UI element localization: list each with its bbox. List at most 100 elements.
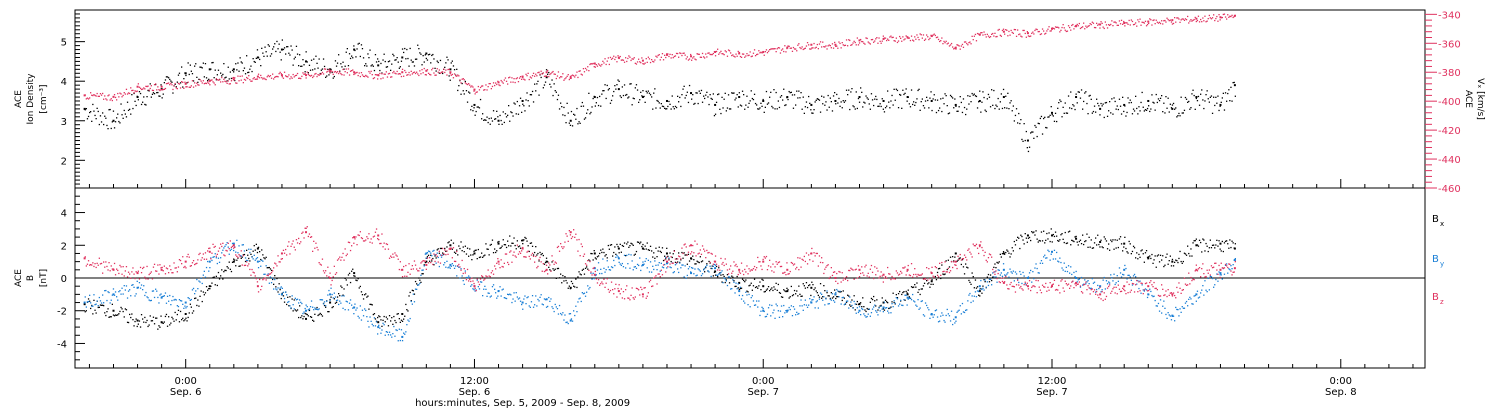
by-sample [384,324,385,325]
ion-density-sample [380,63,381,64]
vx-sample [574,76,575,77]
vx-sample [1153,19,1154,20]
by-sample [1097,285,1098,286]
bx-sample [805,288,806,289]
bx-sample [546,258,547,259]
bx-sample [1142,249,1143,250]
bx-sample [96,312,97,313]
ion-density-sample [116,117,117,118]
by-sample [281,286,282,287]
bx-sample [164,321,165,322]
vx-sample [1164,20,1165,21]
vx-sample [313,76,314,77]
bx-sample [128,322,129,323]
vx-point [690,55,692,57]
bx-sample [307,314,308,315]
ion-density-sample [595,105,596,106]
ion-density-sample [777,108,778,109]
ion-density-sample [246,55,247,56]
ion-density-sample [1017,122,1018,123]
ion-density-sample [970,101,971,102]
ion-density-sample [163,94,164,95]
bx-sample [156,318,157,319]
vx-sample [1209,15,1210,16]
ion-density-sample [1151,94,1152,95]
vx-sample [944,42,945,43]
by-sample [465,270,466,271]
bx-sample [1052,241,1053,242]
bx-sample [163,323,164,324]
bx-sample [770,289,771,290]
by-sample [306,305,307,306]
ion-density-sample [238,71,239,72]
bx-sample [724,276,725,277]
vx-sample [699,54,700,55]
by-sample [143,285,144,286]
bz-sample [212,244,213,245]
bx-sample [489,254,490,255]
bx-sample [503,239,504,240]
ion-density-sample [756,104,757,105]
vx-sample [322,72,323,73]
by-sample [949,315,950,316]
vx-sample [681,55,682,56]
bx-sample [372,304,373,305]
by-sample [351,305,352,306]
ion-density-sample [1026,131,1027,132]
by-sample [333,297,334,298]
by-sample [591,279,592,280]
ion-density-sample [505,113,506,114]
vx-sample [533,73,534,74]
bz-sample [184,266,185,267]
by-sample [717,275,718,276]
by-sample [1052,251,1053,252]
ion-density-sample [755,103,756,104]
bz-sample [299,243,300,244]
ion-density-sample [1197,100,1198,101]
by-sample [247,260,248,261]
ion-density-sample [865,95,866,96]
bx-sample [535,246,536,247]
bz-sample [144,277,145,278]
vx-sample [737,56,738,57]
by-sample [199,281,200,282]
by-sample [1174,320,1175,321]
ion-density-sample [981,102,982,103]
by-sample [821,294,822,295]
by-sample [144,295,145,296]
bx-sample [349,273,350,274]
by-sample [601,273,602,274]
vx-sample [1183,19,1184,20]
bz-sample [157,264,158,265]
ion-density-sample [1074,109,1075,110]
bz-sample [296,239,297,240]
bx-sample [293,310,294,311]
ion-density-sample [317,68,318,69]
by-sample [835,292,836,293]
by-sample [584,293,585,294]
bx-sample [818,295,819,296]
bx-sample [134,321,135,322]
by-sample [1163,301,1164,302]
vx-sample [812,47,813,48]
ion-density-sample [1098,105,1099,106]
by-sample [197,288,198,289]
by-sample [1134,274,1135,275]
ion-density-sample [467,102,468,103]
ion-density-sample [557,99,558,100]
by-sample [887,311,888,312]
ion-density-sample [660,107,661,108]
by-sample [703,269,704,270]
vx-sample [1226,18,1227,19]
bx-sample [954,257,955,258]
by-sample [285,292,286,293]
vx-sample [708,52,709,53]
vx-sample [922,38,923,39]
by-sample [437,253,438,254]
by-sample [140,288,141,289]
ion-density-sample [112,121,113,122]
bz-point [353,236,355,238]
vx-sample [1130,24,1131,25]
vx-sample [1079,23,1080,24]
ion-density-sample [349,53,350,54]
